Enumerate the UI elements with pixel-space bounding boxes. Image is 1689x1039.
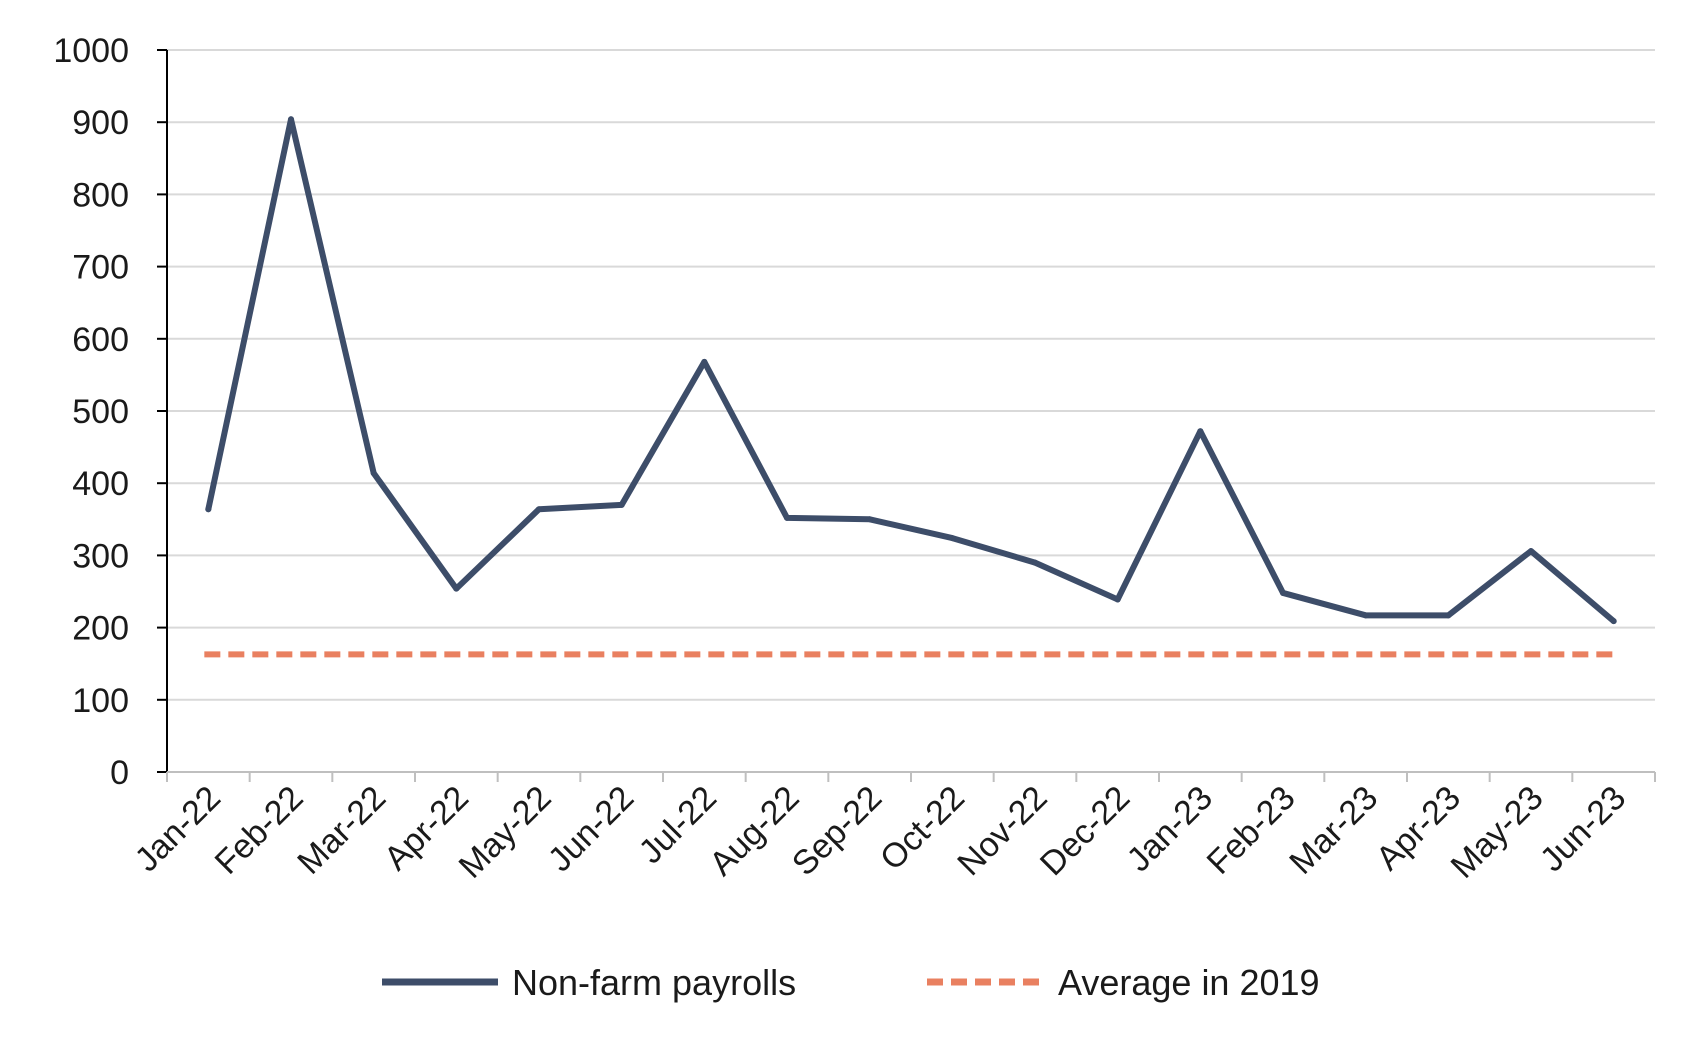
data-point-non-farm-payrolls xyxy=(1610,618,1617,625)
y-tick-label: 0 xyxy=(110,754,129,792)
y-tick-label: 900 xyxy=(72,104,129,142)
x-tick-label: Dec-22 xyxy=(1033,779,1137,883)
data-point-non-farm-payrolls xyxy=(866,516,873,523)
data-point-non-farm-payrolls xyxy=(784,514,790,521)
y-tick-label: 600 xyxy=(72,321,129,359)
x-tick-label: Jan-22 xyxy=(128,779,228,879)
data-point-non-farm-payrolls xyxy=(536,506,542,513)
data-point-non-farm-payrolls xyxy=(1528,548,1534,555)
x-axis-ticks: Jan-22Feb-22Mar-22Apr-22May-22Jun-22Jul-… xyxy=(128,772,1656,886)
legend-item-average-2019: Average in 2019 xyxy=(927,962,1320,1003)
data-point-non-farm-payrolls xyxy=(1280,589,1286,596)
x-tick-label: Feb-22 xyxy=(208,779,311,882)
y-tick-label: 300 xyxy=(72,537,129,575)
data-point-non-farm-payrolls xyxy=(453,585,460,592)
y-tick-label: 400 xyxy=(72,465,129,503)
y-tick-label: 700 xyxy=(72,249,129,287)
y-tick-label: 100 xyxy=(72,682,129,720)
data-point-non-farm-payrolls xyxy=(1114,596,1121,603)
x-tick-label: Sep-22 xyxy=(785,779,889,883)
x-tick-label: May-22 xyxy=(452,779,559,886)
data-point-non-farm-payrolls xyxy=(1032,559,1038,566)
gridlines xyxy=(167,49,1655,701)
x-tick-label: Jun-23 xyxy=(1533,779,1633,879)
x-tick-label: May-23 xyxy=(1444,779,1551,886)
legend-label-nonfarm-payrolls: Non-farm payrolls xyxy=(512,962,796,1003)
data-point-non-farm-payrolls xyxy=(1197,428,1204,435)
data-point-non-farm-payrolls xyxy=(701,358,708,365)
data-point-non-farm-payrolls xyxy=(205,506,212,513)
data-point-non-farm-payrolls xyxy=(288,116,294,123)
y-tick-label: 800 xyxy=(72,176,129,214)
x-tick-label: Aug-22 xyxy=(702,779,806,883)
y-tick-label: 1000 xyxy=(53,32,129,70)
x-tick-label: Nov-22 xyxy=(950,779,1054,883)
y-tick-label: 500 xyxy=(72,393,129,431)
legend: Non-farm payrolls Average in 2019 xyxy=(382,962,1320,1003)
x-tick-label: Mar-22 xyxy=(290,779,393,882)
x-tick-label: Feb-23 xyxy=(1200,779,1303,882)
series-line-non-farm-payrolls xyxy=(205,116,1617,625)
y-tick-label: 200 xyxy=(72,610,129,648)
data-point-non-farm-payrolls xyxy=(1362,612,1369,619)
data-point-non-farm-payrolls xyxy=(1445,612,1452,619)
data-point-non-farm-payrolls xyxy=(949,535,956,542)
x-tick-label: Mar-23 xyxy=(1282,779,1385,882)
data-point-non-farm-payrolls xyxy=(370,470,377,477)
legend-item-nonfarm-payrolls: Non-farm payrolls xyxy=(382,962,796,1003)
x-tick-label: Jun-22 xyxy=(541,779,641,879)
x-tick-label: Jan-23 xyxy=(1120,779,1220,879)
data-point-non-farm-payrolls xyxy=(618,501,625,508)
series-layer xyxy=(204,116,1617,658)
y-axis-ticks: 0 100 200 300 400 500 600 700 800 900 1000 xyxy=(53,32,167,792)
legend-label-average-2019: Average in 2019 xyxy=(1058,962,1320,1003)
